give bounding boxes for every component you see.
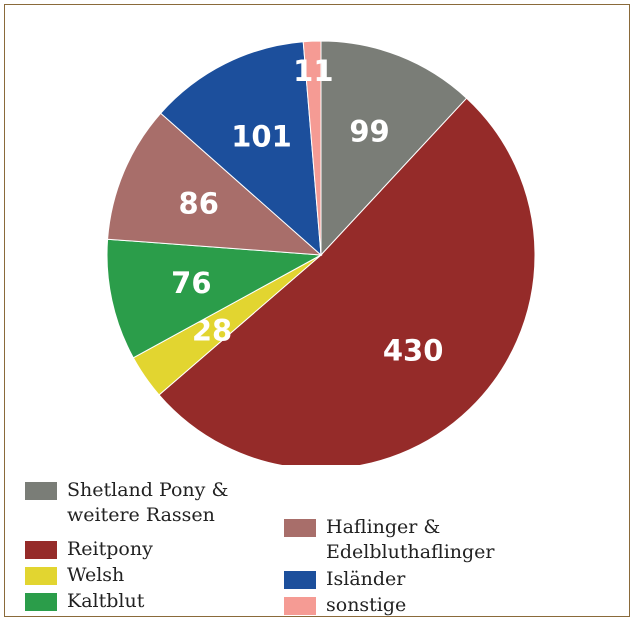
chart-frame: 99 430 28 76 86 101 11 Shetland Pony & weitere… — [4, 4, 630, 617]
legend-label-kaltblut: Kaltblut — [67, 589, 144, 614]
pie-slice-label-3: 76 — [171, 266, 211, 300]
pie-slice-label-4: 86 — [179, 186, 219, 220]
legend-label-shetland-line1: Shetland Pony & — [67, 479, 228, 501]
pie-slice-label-6: 11 — [293, 54, 333, 88]
legend-label-reitpony: Reitpony — [67, 537, 153, 562]
legend-label-haflinger-line2: Edelbluthaflinger — [326, 541, 495, 563]
legend-swatch-sonstige — [284, 597, 316, 615]
legend-label-haflinger: Haflinger & Edelbluthaflinger — [326, 515, 495, 565]
legend-swatch-reitpony — [25, 541, 57, 559]
legend-swatch-haflinger — [284, 519, 316, 537]
legend-swatch-shetland — [25, 482, 57, 500]
legend-label-islaender: Isländer — [326, 567, 405, 592]
legend-label-shetland-line2: weitere Rassen — [67, 504, 215, 526]
legend-label-sonstige: sonstige — [326, 593, 406, 618]
legend-label-shetland: Shetland Pony & weitere Rassen — [67, 478, 228, 528]
legend-swatch-kaltblut — [25, 593, 57, 611]
legend-swatch-islaender — [284, 571, 316, 589]
pie-slice-label-5: 101 — [231, 119, 292, 153]
legend-label-welsh: Welsh — [67, 563, 124, 588]
pie-slice-label-0: 99 — [349, 115, 389, 149]
legend-swatch-welsh — [25, 567, 57, 585]
legend-label-haflinger-line1: Haflinger & — [326, 516, 440, 538]
pie-slice-label-1: 430 — [383, 333, 444, 367]
